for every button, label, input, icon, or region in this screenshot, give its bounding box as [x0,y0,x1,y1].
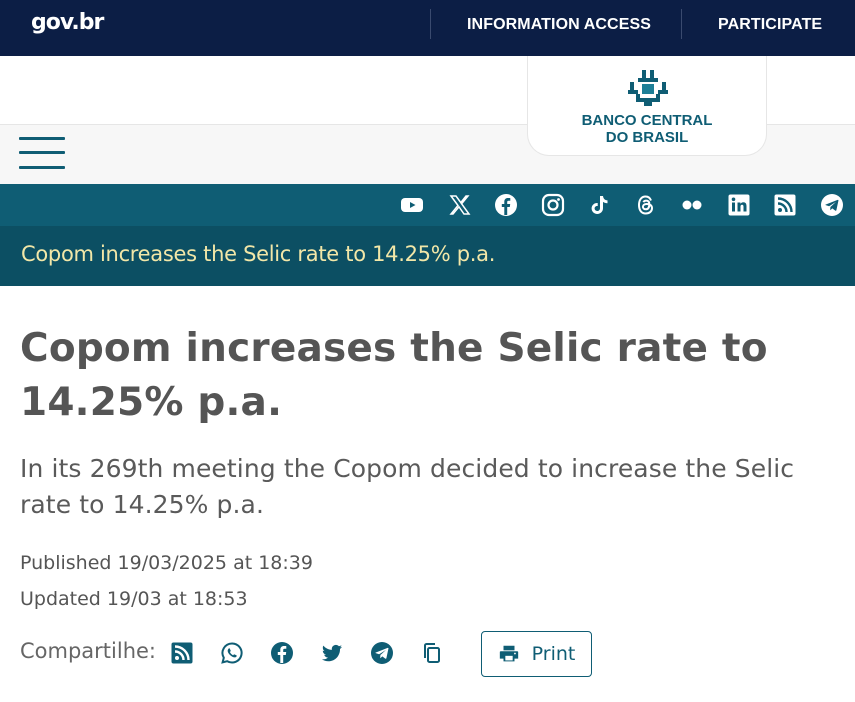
hamburger-line [19,166,65,169]
facebook-icon[interactable] [493,192,519,218]
bcb-emblem-icon[interactable] [626,68,670,110]
gov-top-bar: gov.br INFORMATION ACCESS PARTICIPATE [0,0,855,56]
divider [430,9,431,39]
print-label: Print [531,643,576,665]
rss-icon[interactable] [772,192,798,218]
information-access-link[interactable]: INFORMATION ACCESS [467,16,652,33]
threads-icon[interactable] [633,192,659,218]
copy-link-icon[interactable] [419,640,445,666]
page-title-band: Copom increases the Selic rate to 14.25%… [0,226,855,286]
telegram-icon[interactable] [819,192,845,218]
breadcrumb-title: Copom increases the Selic rate to 14.25%… [21,242,496,266]
hamburger-line [19,137,65,140]
bcb-logo-line2[interactable]: DO BRASIL [605,129,689,146]
instagram-icon[interactable] [540,192,566,218]
share-telegram-icon[interactable] [369,640,395,666]
flickr-icon[interactable] [679,192,705,218]
divider [681,9,682,39]
bcb-logo-line1[interactable]: BANCO CENTRAL [581,112,713,129]
article-lead: In its 269th meeting the Copom decided t… [20,454,795,519]
share-facebook-icon[interactable] [269,640,295,666]
article-headline: Copom increases the Selic rate to 14.25%… [20,326,768,425]
printer-icon [499,645,518,662]
youtube-icon[interactable] [399,192,425,218]
linkedin-icon[interactable] [726,192,752,218]
hamburger-line [19,151,65,154]
twitter-icon[interactable] [319,640,345,666]
whatsapp-icon[interactable] [219,640,245,666]
print-button[interactable]: Print [481,631,592,677]
share-label: Compartilhe: [20,639,157,663]
share-rss-icon[interactable] [169,640,195,666]
tiktok-icon[interactable] [586,192,612,218]
participate-link[interactable]: PARTICIPATE [718,16,823,33]
updated-date: Updated 19/03 at 18:53 [20,588,248,610]
published-date: Published 19/03/2025 at 18:39 [20,552,313,574]
govbr-logo[interactable]: gov.br [31,10,104,35]
menu-button[interactable] [19,136,66,172]
social-bar [0,184,855,226]
x-icon[interactable] [447,192,473,218]
